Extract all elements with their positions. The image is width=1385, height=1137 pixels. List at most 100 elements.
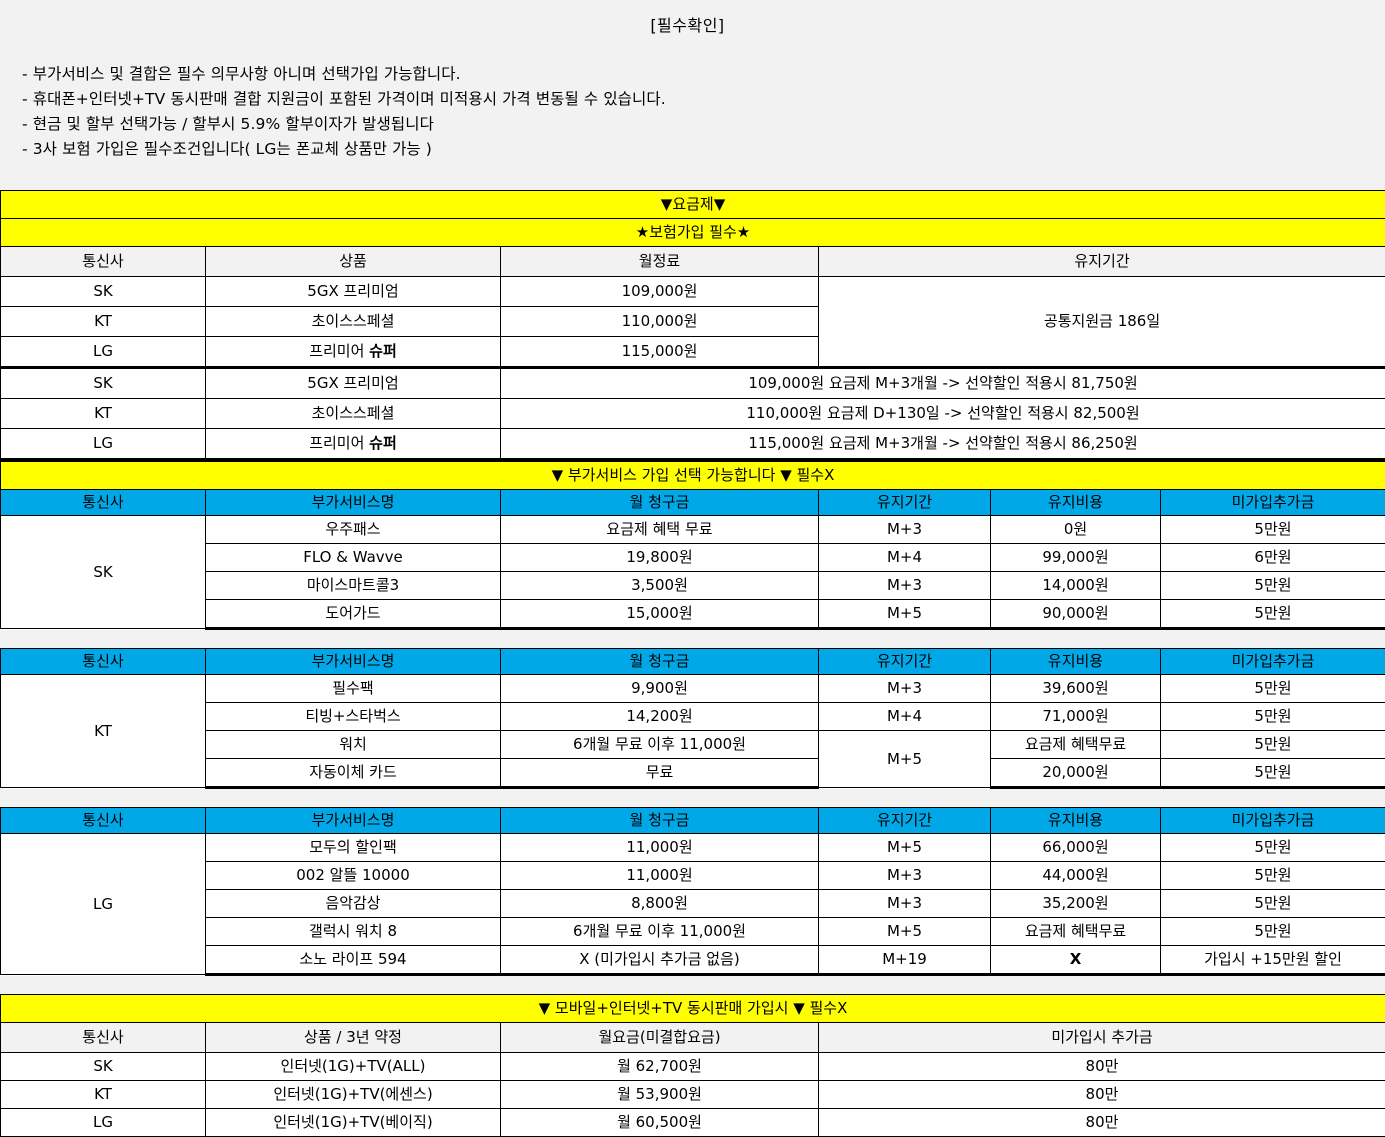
addon-monthly: 6개월 무료 이후 11,000원 [501,918,819,946]
addon-cost: 90,000원 [991,600,1161,629]
addon-monthly: 3,500원 [501,572,819,600]
table-row: FLO & Wavve 19,800원 M+4 99,000원 6만원 [1,544,1385,572]
addon-period: M+3 [819,675,991,703]
table-row: LG 인터넷(1G)+TV(베이직) 월 60,500원 80만 [1,1109,1385,1137]
addon-period-merged: M+5 [819,731,991,788]
addon-penalty: 5만원 [1161,918,1385,946]
addon-cost: 14,000원 [991,572,1161,600]
addon-header-name: 부가서비스명 [206,490,501,516]
table-row: SK 5GX 프리미엄 109,000원 공통지원금 186일 [1,277,1385,307]
bundle-carrier: SK [1,1053,206,1081]
table-row: SK 5GX 프리미엄 109,000원 요금제 M+3개월 -> 선약할인 적… [1,368,1385,399]
addon-header-cost: 유지비용 [991,490,1161,516]
plan-common-period: 공통지원금 186일 [819,277,1385,368]
plan-discount-detail: 109,000원 요금제 M+3개월 -> 선약할인 적용시 81,750원 [501,368,1385,399]
addon-period: M+3 [819,516,991,544]
plan-product: 프리미어 슈퍼 [206,429,501,460]
addon-name: 갤럭시 워치 8 [206,918,501,946]
addon-header-row: 통신사 부가서비스명 월 청구금 유지기간 유지비용 미가입추가금 [1,490,1385,516]
addon-monthly: 요금제 혜택 무료 [501,516,819,544]
addon-header-name: 부가서비스명 [206,649,501,675]
bundle-header-row: 통신사 상품 / 3년 약정 월요금(미결합요금) 미가입시 추가금 [1,1023,1385,1053]
section-gap [0,630,1385,648]
addon-cost: 44,000원 [991,862,1161,890]
addon-cost: 요금제 혜택무료 [991,731,1161,759]
plan-banner-row-2: ★보험가입 필수★ [1,219,1385,247]
addon-header-carrier: 통신사 [1,490,206,516]
addon-name: 필수팩 [206,675,501,703]
plan-header-row: 통신사 상품 월정료 유지기간 [1,247,1385,277]
addon-penalty: 5만원 [1161,572,1385,600]
bundle-header-product: 상품 / 3년 약정 [206,1023,501,1053]
addon-period: M+19 [819,946,991,975]
plan-carrier: SK [1,277,206,307]
addon-monthly: 9,900원 [501,675,819,703]
addon-name: 소노 라이프 594 [206,946,501,975]
addon-carrier: LG [1,834,206,975]
notice-title: [필수확인] [0,4,1385,36]
addon-name: 음악감상 [206,890,501,918]
table-row: 티빙+스타벅스 14,200원 M+4 71,000원 5만원 [1,703,1385,731]
bundle-monthly: 월 62,700원 [501,1053,819,1081]
bundle-monthly: 월 60,500원 [501,1109,819,1137]
bundle-header-monthly: 월요금(미결합요금) [501,1023,819,1053]
addon-name: 마이스마트콜3 [206,572,501,600]
addon-header-penalty: 미가입추가금 [1161,649,1385,675]
bundle-penalty: 80만 [819,1109,1385,1137]
addon-table-kt: 통신사 부가서비스명 월 청구금 유지기간 유지비용 미가입추가금 KT 필수팩… [0,648,1385,789]
addon-monthly: 15,000원 [501,600,819,629]
addon-header-monthly: 월 청구금 [501,808,819,834]
bundle-banner-row: ▼ 모바일+인터넷+TV 동시판매 가입시 ▼ 필수X [1,995,1385,1023]
plan-table: ▼요금제▼ ★보험가입 필수★ 통신사 상품 월정료 유지기간 SK 5GX 프… [0,190,1385,461]
table-row: 소노 라이프 594 X (미가입시 추가금 없음) M+19 X 가입시 +1… [1,946,1385,975]
addon-monthly: 8,800원 [501,890,819,918]
addon-carrier: KT [1,675,206,788]
addon-monthly: 14,200원 [501,703,819,731]
section-gap [0,976,1385,994]
addon-monthly: 11,000원 [501,834,819,862]
addon-penalty: 5만원 [1161,890,1385,918]
notice-line: - 현금 및 할부 선택가능 / 할부시 5.9% 할부이자가 발생됩니다 [22,112,1385,137]
plan-header-fee: 월정료 [501,247,819,277]
addon-header-carrier: 통신사 [1,649,206,675]
addon-monthly: 19,800원 [501,544,819,572]
bundle-penalty: 80만 [819,1081,1385,1109]
plan-carrier: KT [1,307,206,337]
addon-penalty: 6만원 [1161,544,1385,572]
plan-product-text: 초이스스페셜 [312,312,395,330]
plan-carrier: LG [1,337,206,368]
table-row: SK 우주패스 요금제 혜택 무료 M+3 0원 5만원 [1,516,1385,544]
addon-period: M+5 [819,918,991,946]
plan-product: 5GX 프리미엄 [206,277,501,307]
bundle-monthly: 월 53,900원 [501,1081,819,1109]
addon-header-cost: 유지비용 [991,808,1161,834]
plan-product: 초이스스페셜 [206,307,501,337]
addon-monthly: X (미가입시 추가금 없음) [501,946,819,975]
addon-period: M+4 [819,703,991,731]
plan-banner-row: ▼요금제▼ [1,191,1385,219]
bundle-table: ▼ 모바일+인터넷+TV 동시판매 가입시 ▼ 필수X 통신사 상품 / 3년 … [0,994,1385,1137]
addon-penalty: 5만원 [1161,862,1385,890]
addon-header-penalty: 미가입추가금 [1161,490,1385,516]
plan-banner-title: ▼요금제▼ [1,191,1385,219]
addon-header-penalty: 미가입추가금 [1161,808,1385,834]
addon-period: M+5 [819,834,991,862]
bundle-penalty: 80만 [819,1053,1385,1081]
addon-period: M+3 [819,572,991,600]
table-row: 002 알뜰 10000 11,000원 M+3 44,000원 5만원 [1,862,1385,890]
plan-product: 초이스스페셜 [206,399,501,429]
addon-period: M+4 [819,544,991,572]
plan-discount-detail: 115,000원 요금제 M+3개월 -> 선약할인 적용시 86,250원 [501,429,1385,460]
addon-banner-row: ▼ 부가서비스 가입 선택 가능합니다 ▼ 필수X [1,462,1385,490]
addon-cost: 71,000원 [991,703,1161,731]
plan-fee: 115,000원 [501,337,819,368]
addon-header-monthly: 월 청구금 [501,649,819,675]
addon-period: M+3 [819,890,991,918]
addon-cost: 35,200원 [991,890,1161,918]
table-row: 음악감상 8,800원 M+3 35,200원 5만원 [1,890,1385,918]
addon-cost: 0원 [991,516,1161,544]
bundle-product: 인터넷(1G)+TV(에센스) [206,1081,501,1109]
bundle-carrier: KT [1,1081,206,1109]
addon-header-row: 통신사 부가서비스명 월 청구금 유지기간 유지비용 미가입추가금 [1,808,1385,834]
plan-header-product: 상품 [206,247,501,277]
